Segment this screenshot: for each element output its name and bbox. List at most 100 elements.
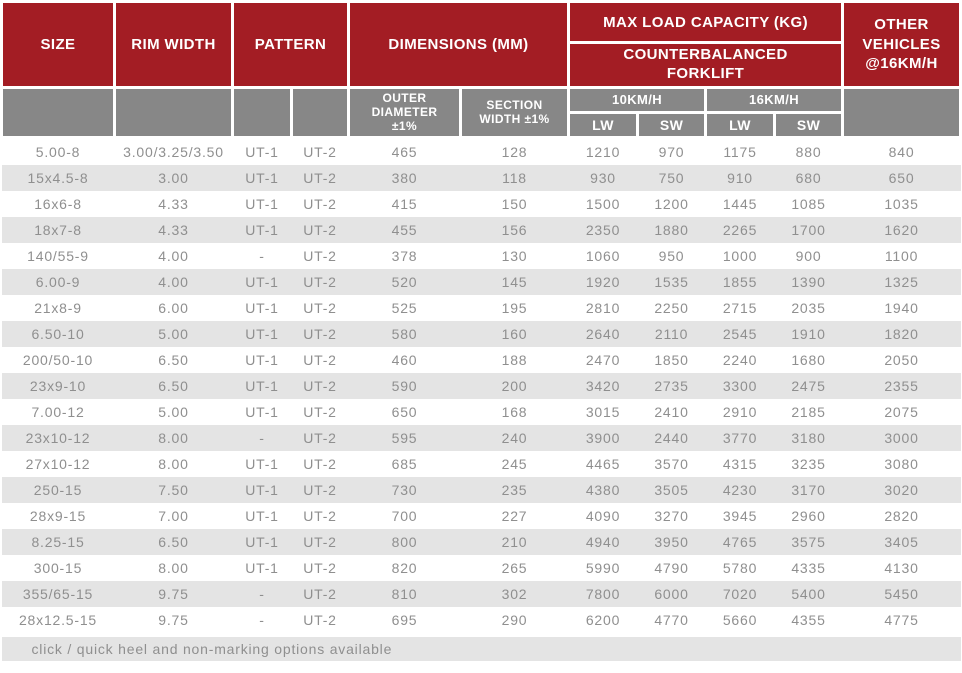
table-cell: 595 [348, 425, 461, 452]
header-size: SIZE [0, 0, 116, 89]
table-cell: UT-1 [232, 477, 292, 504]
table-cell: 950 [637, 243, 706, 270]
table-cell: UT-2 [291, 425, 349, 452]
table-cell: 195 [460, 295, 569, 322]
subheader-empty-size [0, 85, 116, 140]
table-cell: 1855 [705, 269, 775, 296]
table-cell: UT-2 [291, 191, 349, 218]
table-cell: 1820 [842, 321, 961, 348]
table-cell: 1100 [842, 243, 961, 270]
table-row: 355/65-15 9.75- UT-2 810 302 7800 6000 7020 5400… [1, 581, 961, 608]
table-cell: 3180 [774, 425, 843, 452]
table-cell: - [232, 425, 292, 452]
subheader-outer-diameter: OUTER DIAMETER ±1% [347, 85, 462, 140]
table-cell: UT-2 [291, 581, 349, 608]
table-cell: UT-2 [291, 503, 349, 530]
table-cell: 2410 [637, 399, 706, 426]
table-cell: 5780 [705, 555, 775, 582]
table-cell: 4130 [842, 555, 961, 582]
table-cell: 2110 [637, 321, 706, 348]
table-cell: 3000 [842, 425, 961, 452]
table-cell: 8.00 [114, 425, 233, 452]
table-body: 5.00-8 3.00/3.25/3.50 UT-1 UT-2 465 128 1210 97… [1, 137, 961, 636]
table-cell: 7020 [705, 581, 775, 608]
table-row: 6.50-10 5.00 UT-1 UT-2 580 160 2640 2110 2545 191… [1, 321, 961, 348]
table-cell: 1500 [568, 191, 638, 218]
table-cell: 900 [774, 243, 843, 270]
table-cell: 4230 [705, 477, 775, 504]
table-cell: UT-1 [232, 347, 292, 374]
table-cell: 2475 [774, 373, 843, 400]
table-cell: UT-2 [291, 137, 349, 166]
table-cell: 700 [348, 503, 461, 530]
table-cell: 1940 [842, 295, 961, 322]
table-cell: 130 [460, 243, 569, 270]
table-cell: - [232, 607, 292, 636]
table-cell: 16x6-8 [1, 191, 115, 218]
table-cell: 7.00 [114, 503, 233, 530]
table-cell: 4.00 [114, 243, 233, 270]
table-row: 15x4.5-8 3.00 UT-1 UT-2 380 118 930 750 910 680 65… [1, 165, 961, 192]
footer-note: click / quick heel and non-marking optio… [1, 633, 961, 668]
table-cell: 128 [460, 137, 569, 166]
table-row: 27x10-12 8.00 UT-1 UT-2 685 245 4465 3570 4315 32… [1, 451, 961, 478]
table-cell: 188 [460, 347, 569, 374]
table-cell: UT-1 [232, 165, 292, 192]
table-cell: UT-2 [291, 295, 349, 322]
table-cell: 1060 [568, 243, 638, 270]
table-cell: 4335 [774, 555, 843, 582]
table-cell: 18x7-8 [1, 217, 115, 244]
table-cell: 300-15 [1, 555, 115, 582]
table-row: 23x10-12 8.00- UT-2 595 240 3900 2440 3770 3180 3… [1, 425, 961, 452]
subheader-row-1: OUTER DIAMETER ±1% SECTION WIDTH ±1% 10K… [0, 85, 962, 140]
table-cell: 1200 [637, 191, 706, 218]
table-cell: 2440 [637, 425, 706, 452]
table-cell: 2050 [842, 347, 961, 374]
table-cell: 3575 [774, 529, 843, 556]
table-cell: 4770 [637, 607, 706, 636]
table-cell: 3020 [842, 477, 961, 504]
table-cell: 2470 [568, 347, 638, 374]
table-cell: 3405 [842, 529, 961, 556]
table-cell: 4.33 [114, 191, 233, 218]
subheader-empty-other-vehicles [841, 85, 962, 140]
table-cell: 1880 [637, 217, 706, 244]
table-cell: 140/55-9 [1, 243, 115, 270]
table-cell: 1535 [637, 269, 706, 296]
table-cell: UT-1 [232, 451, 292, 478]
table-cell: 4.33 [114, 217, 233, 244]
table-cell: UT-2 [291, 607, 349, 636]
table-cell: 1085 [774, 191, 843, 218]
footer-note-row: click / quick heel and non-marking optio… [1, 633, 961, 668]
subheader-empty-pattern-2 [290, 85, 350, 140]
table-cell: UT-2 [291, 555, 349, 582]
table-cell: 3420 [568, 373, 638, 400]
table-cell: 8.00 [114, 555, 233, 582]
table-cell: 465 [348, 137, 461, 166]
table-cell: UT-2 [291, 529, 349, 556]
table-cell: 380 [348, 165, 461, 192]
header-pattern: PATTERN [231, 0, 350, 89]
table-cell: 5660 [705, 607, 775, 636]
table-cell: 355/65-15 [1, 581, 115, 608]
table-row: 300-15 8.00 UT-1 UT-2 820 265 5990 4790 5780 4335… [1, 555, 961, 582]
table-cell: 970 [637, 137, 706, 166]
subheader-row-2: LW SW LW SW [2, 110, 961, 140]
table-cell: UT-1 [232, 137, 292, 166]
table-cell: UT-1 [232, 321, 292, 348]
table-cell: 210 [460, 529, 569, 556]
table-cell: UT-2 [291, 347, 349, 374]
header-dimensions: DIMENSIONS (MM) [346, 0, 571, 89]
subheader-outer-diameter-label: OUTER DIAMETER ±1% [371, 90, 438, 134]
table-cell: 730 [348, 477, 461, 504]
table-row: 28x9-15 7.00 UT-1 UT-2 700 227 4090 3270 3945 296… [1, 503, 961, 530]
header-counterbalanced-label: COUNTERBALANCED FORKLIFT [623, 46, 788, 82]
table-cell: 1390 [774, 269, 843, 296]
table-cell: 2250 [637, 295, 706, 322]
table-cell: 23x10-12 [1, 425, 115, 452]
table-cell: 4790 [637, 555, 706, 582]
table-cell: 290 [460, 607, 569, 636]
table-cell: 5400 [774, 581, 843, 608]
table-cell: 5450 [842, 581, 961, 608]
